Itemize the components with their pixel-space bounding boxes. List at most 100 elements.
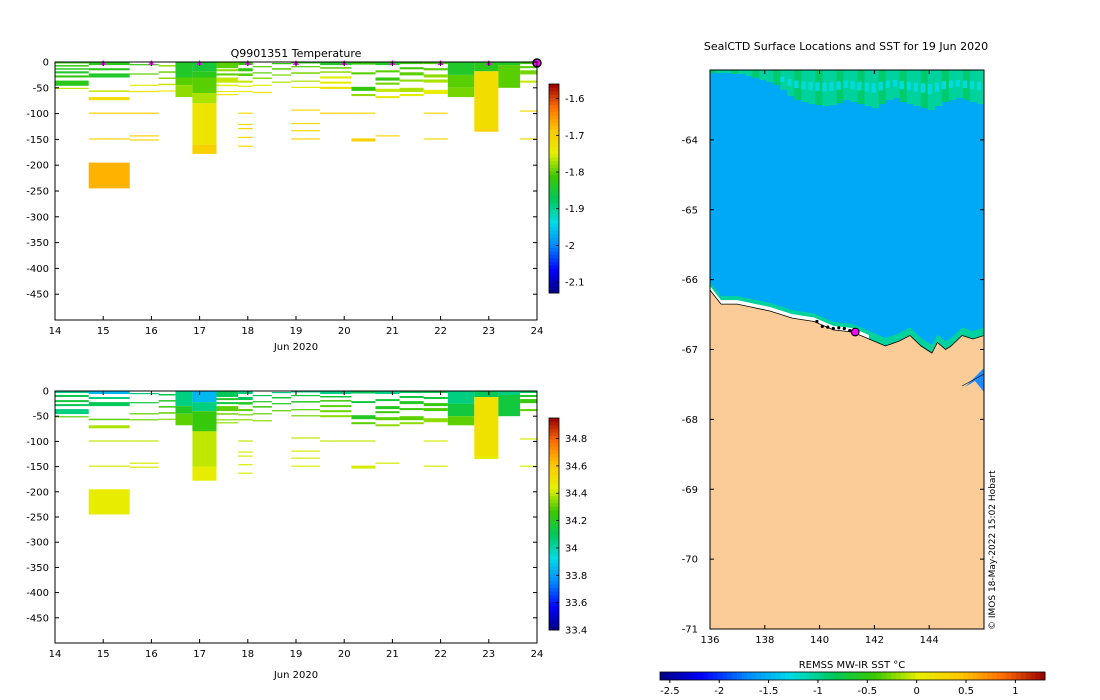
salinity-cell — [520, 465, 537, 467]
salinity-cell — [192, 411, 217, 432]
colorbar-swatch — [549, 474, 559, 479]
temperature-cell — [216, 77, 239, 83]
sst-colorbar-swatch — [799, 672, 805, 680]
colorbar-swatch — [549, 598, 559, 603]
x-tick-label: 21 — [386, 326, 399, 337]
colorbar-swatch — [549, 534, 559, 539]
colorbar-swatch — [549, 485, 559, 490]
colorbar-tick-label: 33.8 — [565, 571, 587, 582]
colorbar-swatch — [549, 153, 559, 158]
sst-colorbar-swatch — [852, 672, 858, 680]
temperature-cell — [423, 74, 448, 78]
temperature-cell — [55, 68, 89, 70]
temperature-cell — [320, 71, 352, 73]
colorbar-swatch — [549, 132, 559, 137]
temperature-cell — [238, 85, 253, 87]
temperature-cell — [423, 68, 448, 71]
colorbar-swatch — [549, 506, 559, 511]
temperature-cell — [175, 85, 193, 98]
salinity-cell — [520, 438, 537, 440]
colorbar-swatch — [549, 223, 559, 228]
y-tick-label: -100 — [26, 109, 49, 120]
sst-colorbar-swatch — [761, 672, 767, 680]
sst-colorbar-swatch — [929, 672, 935, 680]
sst-colorbar-swatch — [972, 672, 979, 680]
y-tick-label: -50 — [33, 83, 49, 94]
salinity-cell — [399, 408, 424, 411]
temperature-cell — [129, 84, 159, 86]
salinity-cell — [129, 466, 159, 468]
salinity-cell — [158, 394, 176, 396]
colorbar-swatch — [549, 524, 559, 528]
sst-colorbar-swatch — [1035, 672, 1041, 680]
salinity-cell — [320, 440, 352, 442]
colorbar-swatch — [549, 226, 559, 231]
sst-colorbar-swatch — [1020, 672, 1027, 680]
salinity-cell — [238, 440, 253, 442]
temperature-cell — [271, 68, 292, 70]
sst-colorbar-swatch — [746, 672, 752, 680]
colorbar-swatch — [549, 136, 559, 141]
salinity-cell — [320, 391, 352, 394]
sst-colorbar: -2.5 -2 -1.5 -1 -0.5 0 0.5 1 — [659, 671, 1046, 697]
temperature-cell — [447, 87, 475, 98]
colorbar-swatch — [549, 111, 559, 116]
temperature-axes — [54, 61, 538, 321]
salinity-cell — [192, 391, 217, 403]
colorbar-swatch — [549, 275, 559, 280]
temperature-cell — [88, 112, 130, 114]
colorbar-tick-label: 33.6 — [565, 598, 587, 609]
sst-colorbar-swatch — [823, 672, 829, 680]
salinity-y-ticks: 0 -50 -100 -150 -200 -250 -300 -350 -400 -450 — [26, 387, 537, 624]
colorbar-swatch — [549, 608, 559, 613]
x-tick-label: 16 — [145, 326, 158, 337]
colorbar-swatch — [549, 195, 559, 200]
colorbar-swatch — [549, 478, 559, 482]
sst-colorbar-swatch — [684, 672, 690, 680]
temperature-cell — [216, 62, 239, 69]
salinity-cell — [447, 391, 475, 404]
map-x-tick-label: 136 — [700, 635, 719, 646]
salinity-cell — [88, 489, 130, 515]
sst-colorbar-swatch — [770, 672, 776, 680]
salinity-cell — [252, 420, 272, 422]
ice-edge-cell — [836, 81, 841, 90]
salinity-cell — [55, 391, 89, 393]
colorbar-swatch — [549, 205, 559, 210]
colorbar-tick-label: 34.6 — [565, 461, 587, 472]
colorbar-tick-label: -1.8 — [565, 168, 585, 179]
colorbar-swatch — [549, 164, 559, 168]
sst-colorbar-swatch — [857, 672, 863, 680]
temperature-cell — [498, 62, 521, 66]
salinity-cell — [423, 418, 448, 423]
salinity-cell — [291, 450, 321, 452]
salinity-cell — [375, 462, 400, 464]
colorbar-swatch — [549, 108, 559, 113]
salinity-cell — [88, 397, 130, 399]
colorbar-swatch — [549, 261, 559, 266]
sst-colorbar-swatch — [871, 672, 877, 680]
temperature-cell — [88, 90, 130, 92]
colorbar-tick-label: -1.9 — [565, 204, 585, 215]
colorbar-swatch — [549, 573, 559, 578]
salinity-cell — [158, 400, 176, 402]
map-y-tick-label: -64 — [682, 135, 698, 146]
sst-colorbar-swatch — [674, 672, 680, 680]
temperature-cell — [375, 96, 400, 99]
colorbar-swatch — [549, 587, 559, 592]
temperature-cell — [192, 71, 217, 78]
salinity-cell — [351, 401, 376, 404]
colorbar-swatch — [549, 272, 559, 276]
salinity-cell — [474, 397, 499, 457]
colorbar-swatch — [549, 279, 559, 283]
map-y-ticks: -64 -65 -66 -67 -68 -69 -70 -71 — [682, 135, 984, 636]
temperature-cell — [271, 81, 292, 83]
colorbar-swatch — [549, 591, 559, 596]
colorbar-swatch — [549, 516, 559, 521]
y-tick-label: -100 — [26, 437, 49, 448]
temperature-cell — [520, 138, 537, 140]
map-y-tick-label: -71 — [682, 625, 698, 636]
track-point — [848, 329, 852, 333]
colorbar-swatch — [549, 545, 559, 550]
colorbar-swatch — [549, 612, 559, 617]
